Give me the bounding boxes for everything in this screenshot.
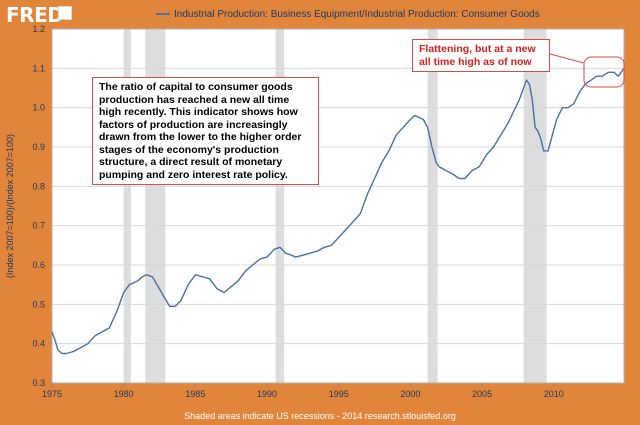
legend-swatch [156,13,170,16]
annotation-top-right: Flattening, but at a new all time high a… [412,39,550,72]
annotation-highlight [583,56,625,88]
y-tick-label: 0.3 [32,378,45,388]
chart-icon [58,6,72,20]
y-tick-label: 1.2 [32,24,45,34]
plot-border [51,28,625,384]
recession-band [427,29,438,383]
y-tick-label: 0.4 [32,339,45,349]
y-tick-label: 0.8 [32,181,45,191]
recession-band [523,29,547,383]
x-tick-label: 1980 [114,389,134,399]
chart-legend: Industrial Production: Business Equipmen… [156,9,540,20]
x-tick-label: 2000 [400,389,420,399]
legend-label: Industrial Production: Business Equipmen… [174,9,540,20]
recession-band [275,29,285,383]
series-line [51,67,625,355]
x-tick-label: 2005 [472,389,492,399]
annotation-main: The ratio of capital to consumer goods p… [92,77,319,185]
x-tick-label: 1975 [42,389,62,399]
y-tick-label: 1.0 [32,103,45,113]
x-tick-label: 1985 [185,389,205,399]
x-tick-label: 2010 [544,389,564,399]
recession-band [123,29,131,383]
y-tick-label: 1.1 [32,63,45,73]
y-tick-label: 0.5 [32,299,45,309]
x-tick-label: 1990 [257,389,277,399]
y-tick-label: 0.9 [32,142,45,152]
footer-note: Shaded areas indicate US recessions - 20… [184,411,456,421]
y-tick-label: 0.7 [32,221,45,231]
annotation-connector [549,53,585,64]
x-tick-label: 1995 [329,389,349,399]
y-tick-label: 0.6 [32,260,45,270]
fred-logo: FRED [6,3,64,27]
